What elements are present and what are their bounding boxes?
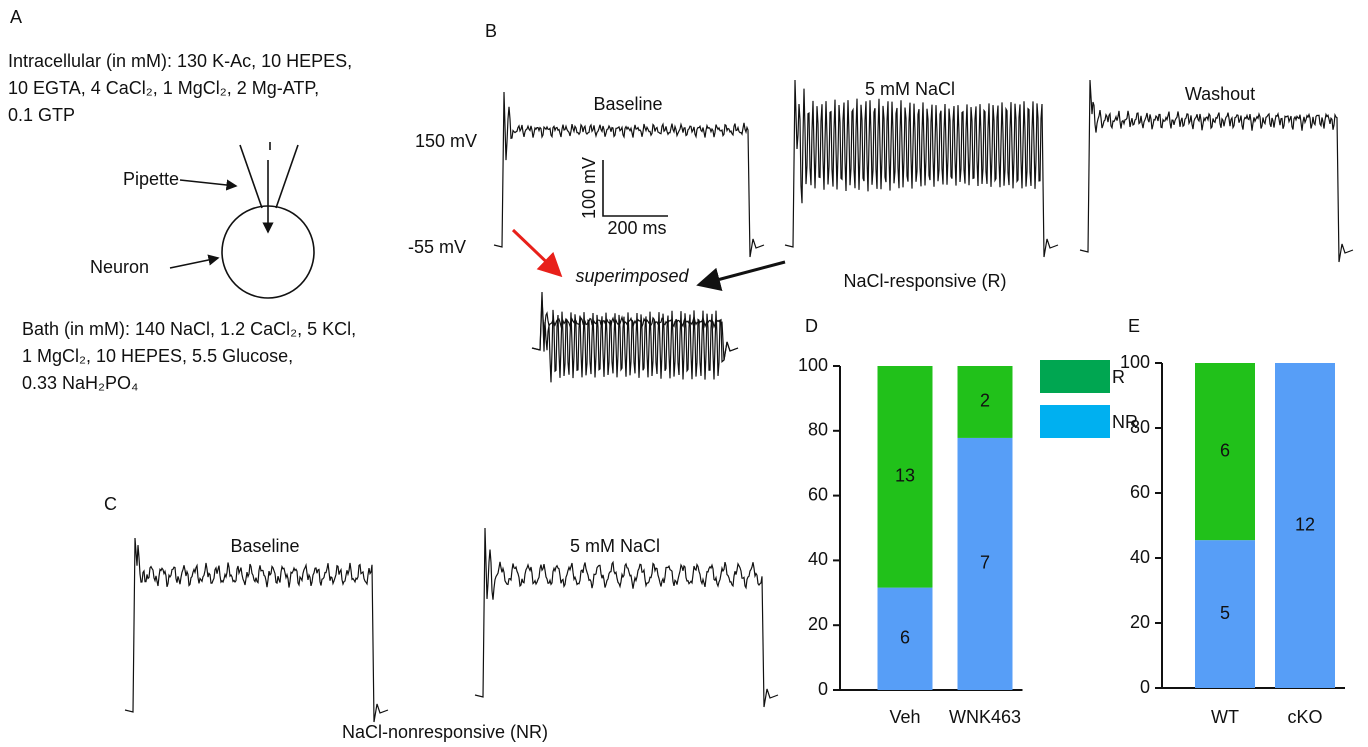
y-tick-label: 80 [808, 420, 828, 440]
bar-segment [1195, 540, 1255, 688]
y-tick-label: 80 [1130, 417, 1150, 437]
panel-label: E [1128, 316, 1140, 336]
trace-title: Washout [1185, 84, 1255, 104]
legend-label: R [1112, 367, 1125, 387]
y-tick-label: 60 [1130, 482, 1150, 502]
bar-segment [877, 587, 933, 690]
bar-segment [1195, 363, 1255, 541]
panel-label: B [485, 21, 497, 41]
trace-title: Baseline [593, 94, 662, 114]
count-label: 7 [980, 553, 990, 573]
solution-text: Intracellular (in mM): 130 K-Ac, 10 HEPE… [8, 51, 352, 71]
voltage-trace [1079, 79, 1354, 263]
voltage-trace [784, 79, 1059, 258]
voltage-trace [531, 291, 739, 383]
trace-title: 5 mM NaCl [570, 536, 660, 556]
trace-title: Baseline [230, 536, 299, 556]
neuron-label: Neuron [90, 257, 149, 277]
cell-diagram [169, 142, 315, 299]
bar-segment [1275, 363, 1335, 688]
y-tick-label: 100 [1120, 352, 1150, 372]
trace-title: 5 mM NaCl [865, 79, 955, 99]
panel-label: D [805, 316, 818, 336]
scale-label: 100 mV [579, 157, 599, 219]
bar-segment [957, 437, 1013, 690]
caption: NaCl-nonresponsive (NR) [342, 722, 548, 742]
voltage-trace [124, 537, 389, 723]
pipette-label: Pipette [123, 169, 179, 189]
count-label: 6 [900, 628, 910, 648]
x-tick-label: cKO [1287, 707, 1322, 727]
panel-label: C [104, 494, 117, 514]
scale-bar [602, 160, 668, 217]
bar-segment [877, 366, 933, 588]
panel-label: A [10, 7, 22, 27]
red-arrow [511, 228, 563, 278]
y-tick-label: 20 [808, 614, 828, 634]
legend-swatch [1040, 405, 1110, 438]
voltage-trace [531, 299, 739, 361]
bar-segment [957, 366, 1013, 438]
y-tick-label: 100 [798, 355, 828, 375]
axis-label: -55 mV [408, 237, 466, 257]
solution-text: Bath (in mM): 140 NaCl, 1.2 CaCl₂, 5 KCl… [22, 319, 356, 339]
legend-swatch [1040, 360, 1110, 393]
inset-label: superimposed [575, 266, 689, 286]
voltage-trace [493, 91, 765, 258]
scale-label: 200 ms [607, 218, 666, 238]
legend-label: NR [1112, 412, 1138, 432]
x-tick-label: WT [1211, 707, 1239, 727]
count-label: 5 [1220, 603, 1230, 623]
y-tick-label: 20 [1130, 612, 1150, 632]
y-tick-label: 0 [818, 679, 828, 699]
caption: NaCl-responsive (R) [843, 271, 1006, 291]
solution-text: 1 MgCl₂, 10 HEPES, 5.5 Glucose, [22, 346, 293, 366]
black-arrow [696, 260, 786, 291]
count-label: 13 [895, 466, 915, 486]
solution-text: 0.33 NaH₂PO₄ [22, 373, 138, 393]
solution-text: 0.1 GTP [8, 105, 75, 125]
y-tick-label: 60 [808, 484, 828, 504]
y-tick-label: 40 [1130, 547, 1150, 567]
x-tick-label: WNK463 [949, 707, 1021, 727]
traces [124, 79, 1354, 723]
axis-label: 150 mV [415, 131, 477, 151]
solution-text: 10 EGTA, 4 CaCl₂, 1 MgCl₂, 2 Mg-ATP, [8, 78, 319, 98]
count-label: 6 [1220, 440, 1230, 460]
count-label: 12 [1295, 514, 1315, 534]
x-tick-label: Veh [889, 707, 920, 727]
y-tick-label: 40 [808, 549, 828, 569]
voltage-trace [474, 527, 779, 708]
y-tick-label: 0 [1140, 677, 1150, 697]
count-label: 2 [980, 391, 990, 411]
